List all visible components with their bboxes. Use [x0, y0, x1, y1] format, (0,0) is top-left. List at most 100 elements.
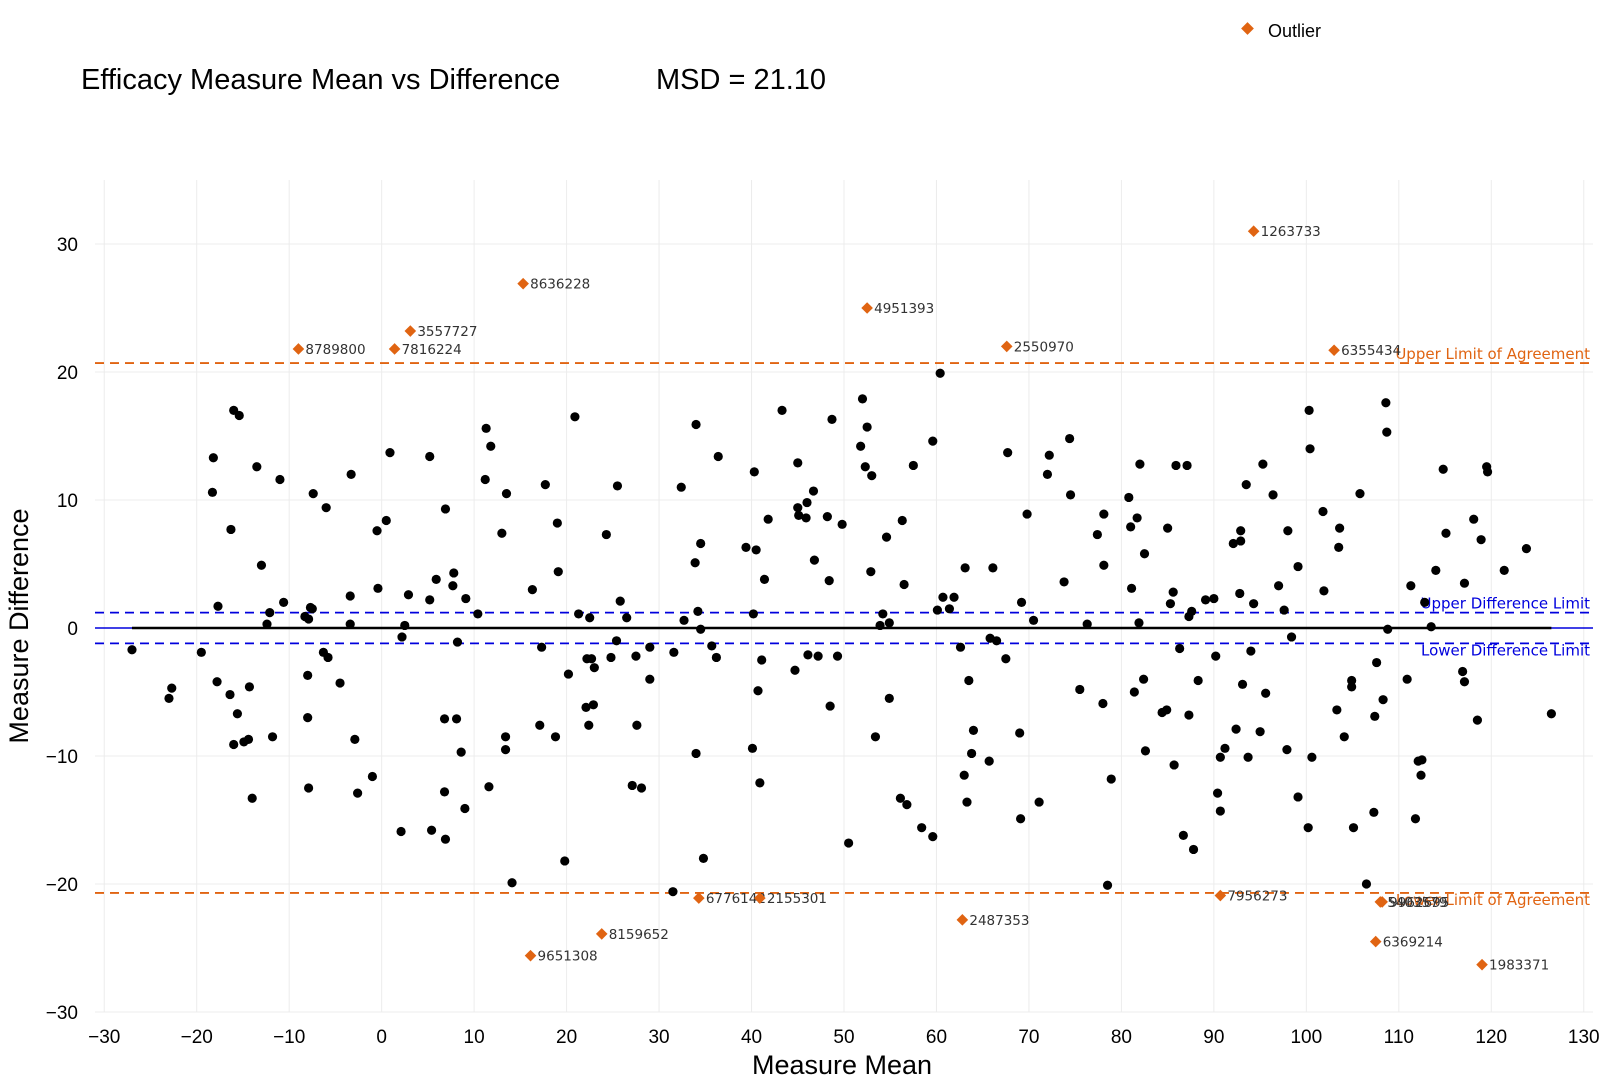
data-point: [1546, 709, 1556, 719]
reference-lines: Upper Limit of Agreement Lower Limit of A…: [95, 345, 1593, 909]
data-point: [1098, 698, 1108, 709]
data-point: [304, 783, 314, 793]
data-point: [676, 482, 686, 492]
data-point: [480, 474, 490, 485]
chart-subtitle: MSD = 21.10: [656, 64, 826, 96]
data-point: [615, 596, 625, 606]
data-point: [335, 678, 345, 688]
data-point: [473, 609, 483, 619]
data-point: [897, 515, 907, 526]
data-point: [611, 636, 622, 646]
data-point: [527, 585, 537, 595]
data-point: [279, 597, 289, 608]
data-point: [1458, 666, 1468, 677]
outlier-point: [388, 343, 401, 355]
data-point: [307, 604, 317, 614]
data-point: [693, 606, 703, 616]
outlier-label: 9962695: [1389, 895, 1449, 911]
data-point: [1015, 728, 1025, 738]
y-tick-label: −30: [46, 1003, 78, 1024]
upper-difference-limit-label: Upper Difference Limit: [1421, 595, 1591, 613]
data-point: [1469, 514, 1479, 524]
data-point: [866, 567, 876, 577]
data-point: [813, 651, 823, 661]
data-point: [1135, 459, 1145, 469]
data-point: [1099, 560, 1109, 570]
data-point: [267, 732, 278, 742]
data-point: [1237, 679, 1248, 689]
data-point: [397, 632, 407, 642]
data-point: [757, 655, 767, 665]
data-point: [1258, 459, 1268, 469]
outlier-point: [524, 949, 537, 962]
outlier-label: 3557727: [417, 324, 477, 340]
data-point: [1241, 480, 1251, 490]
outlier-label: 8636228: [530, 277, 590, 293]
data-point: [1175, 643, 1185, 654]
legend-outlier-label: Outlier: [1268, 21, 1321, 41]
data-point: [1215, 806, 1225, 816]
outlier-label: 9651308: [538, 949, 598, 965]
data-point: [1283, 526, 1293, 536]
data-point: [439, 714, 450, 724]
data-point: [1499, 565, 1509, 576]
data-point: [232, 709, 243, 719]
data-point: [867, 471, 877, 481]
data-point: [837, 519, 847, 529]
data-point: [1382, 427, 1392, 437]
data-point: [899, 579, 909, 590]
data-point: [345, 619, 355, 629]
x-tick-label: 60: [926, 1027, 947, 1048]
data-point: [497, 528, 507, 538]
x-tick-label: 110: [1384, 1027, 1414, 1048]
data-point: [856, 441, 866, 451]
data-point: [212, 677, 222, 687]
data-point: [345, 591, 355, 601]
data-point: [749, 467, 759, 477]
data-point: [346, 469, 356, 479]
outlier-point: [1000, 340, 1013, 353]
data-point: [1361, 879, 1372, 889]
y-tick-label: −20: [46, 875, 78, 896]
data-point: [486, 441, 496, 451]
data-point: [396, 826, 406, 837]
upper-limit-of-agreement-label: Upper Limit of Agreement: [1395, 345, 1590, 363]
data-point: [1274, 581, 1284, 591]
data-point: [1126, 583, 1137, 593]
data-point: [967, 748, 977, 759]
x-tick-label: 40: [741, 1027, 762, 1048]
data-point: [1318, 506, 1328, 517]
data-point: [1212, 788, 1223, 798]
data-point: [1339, 732, 1349, 742]
outlier-point: [404, 325, 417, 337]
outlier-label: 2155301: [767, 891, 827, 907]
legend[interactable]: Outlier: [1241, 21, 1321, 41]
data-point: [1246, 646, 1256, 656]
data-point: [895, 793, 906, 803]
data-point: [1482, 467, 1493, 477]
chart-title: Efficacy Measure Mean vs Difference: [81, 64, 560, 96]
legend-outlier-marker: [1241, 22, 1254, 35]
data-point: [1243, 752, 1253, 762]
data-point: [1034, 797, 1044, 807]
data-point: [691, 748, 701, 759]
data-point: [372, 526, 382, 536]
data-point: [262, 619, 272, 629]
outlier-point: [595, 928, 608, 940]
data-point: [1410, 814, 1421, 824]
data-point: [1406, 581, 1416, 591]
x-tick-label: −30: [88, 1027, 120, 1048]
data-point: [1126, 522, 1136, 532]
data-point: [1140, 746, 1151, 756]
data-point: [1003, 448, 1013, 458]
data-point: [1268, 490, 1278, 500]
data-point: [431, 574, 441, 584]
data-point: [793, 503, 803, 513]
data-point: [1182, 460, 1192, 471]
x-tick-label: −10: [273, 1027, 305, 1048]
outlier-point: [292, 343, 305, 355]
data-point: [1059, 577, 1069, 587]
data-point: [439, 787, 450, 797]
data-point: [862, 422, 872, 432]
